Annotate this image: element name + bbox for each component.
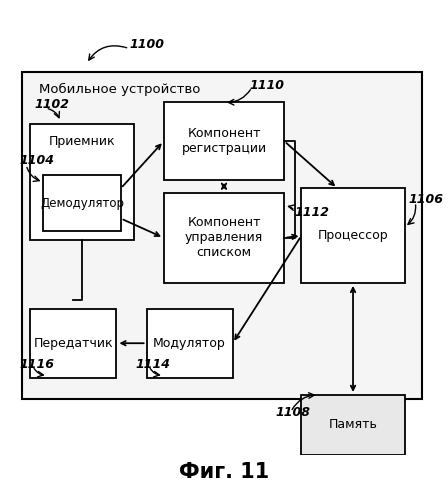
Text: Модулятор: Модулятор (153, 336, 226, 349)
Bar (30, 124, 134, 240)
Text: 1100: 1100 (129, 38, 164, 51)
Text: Мобильное устройство: Мобильное устройство (39, 83, 200, 96)
Text: Память: Память (328, 418, 378, 432)
Text: 1104: 1104 (20, 154, 55, 167)
Bar (302, 395, 405, 455)
Text: 1116: 1116 (20, 358, 55, 371)
Bar (22, 72, 422, 399)
Bar (146, 309, 233, 378)
Text: Компонент
управления
списком: Компонент управления списком (185, 216, 263, 260)
Text: Демодулятор: Демодулятор (40, 197, 124, 210)
Text: 1108: 1108 (276, 406, 310, 418)
Text: Передатчик: Передатчик (34, 336, 113, 349)
Bar (164, 102, 284, 180)
Bar (30, 309, 116, 378)
Bar (302, 188, 405, 283)
Text: 1112: 1112 (295, 206, 330, 218)
Text: Приемник: Приемник (49, 134, 116, 147)
Text: 1110: 1110 (250, 78, 285, 92)
Text: Компонент
регистрации: Компонент регистрации (181, 127, 267, 155)
Bar (164, 192, 284, 283)
Bar (43, 176, 121, 232)
Text: 1114: 1114 (136, 358, 171, 371)
Text: Процессор: Процессор (318, 229, 388, 242)
Text: 1106: 1106 (409, 192, 444, 205)
Text: Фиг. 11: Фиг. 11 (179, 462, 269, 482)
Text: 1102: 1102 (35, 98, 70, 111)
